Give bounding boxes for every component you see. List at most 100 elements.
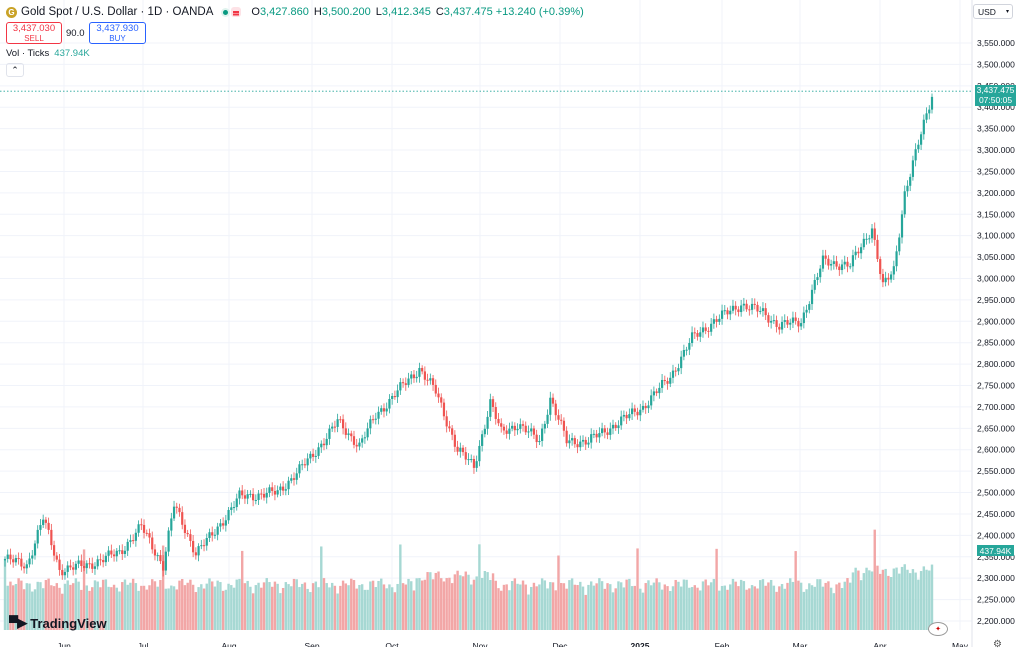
volume-bar: [221, 590, 225, 630]
price-tick-label: 2,300.000: [977, 573, 1015, 583]
candle-body: [322, 443, 326, 446]
candle-body: [192, 540, 195, 553]
candle-body: [688, 343, 691, 350]
volume-bar: [309, 592, 312, 630]
volume-bar: [63, 583, 67, 630]
candle-body: [306, 458, 309, 466]
volume-bar: [889, 577, 893, 630]
volume-bar: [71, 583, 75, 630]
candle-body: [399, 382, 402, 391]
candle-body: [88, 563, 91, 565]
candle-body: [164, 551, 167, 571]
candle-body: [17, 558, 20, 560]
volume-bar: [273, 581, 277, 630]
candle-body: [805, 309, 808, 313]
status-indicators[interactable]: [221, 7, 242, 17]
candle-body: [371, 419, 375, 421]
candle-body: [663, 379, 666, 382]
candle-body: [388, 398, 391, 409]
volume-bar: [238, 578, 241, 630]
candle-body: [813, 279, 816, 290]
time-tick-label: Oct: [385, 641, 399, 647]
volume-bar: [480, 577, 484, 630]
candle-body: [391, 396, 394, 399]
candle-body: [156, 555, 159, 557]
price-tick-label: 3,000.000: [977, 273, 1015, 283]
candle-body: [80, 560, 83, 567]
volume-bar: [810, 585, 814, 630]
volume-bars: [3, 529, 934, 630]
volume-bar: [121, 582, 124, 630]
candle-body: [246, 494, 249, 499]
volume-bar: [633, 585, 637, 630]
volume-bar: [851, 572, 855, 630]
volume-bar: [352, 580, 356, 630]
last-price-tag: 3,437.475 07:50:05: [975, 85, 1016, 106]
volume-bar: [66, 580, 69, 630]
sell-button[interactable]: 3,437.030 SELL: [6, 22, 62, 44]
candle-body: [772, 320, 775, 322]
volume-bar: [565, 588, 568, 630]
volume-bar: [224, 589, 228, 630]
candle-body: [140, 524, 143, 526]
buy-button[interactable]: 3,437.930 BUY: [89, 22, 146, 44]
volume-bar: [786, 582, 789, 630]
candle-body: [481, 434, 484, 446]
volume-bar: [281, 587, 285, 630]
candle-body: [99, 559, 102, 561]
gear-icon[interactable]: ⚙: [993, 639, 1002, 650]
volume-bar: [639, 588, 642, 630]
volume-bar: [478, 544, 481, 630]
volume-bar: [251, 593, 255, 630]
volume-bar: [712, 578, 716, 630]
volume-bar: [780, 584, 784, 630]
tradingview-logo[interactable]: ▀▶ TradingView: [9, 615, 107, 631]
collapse-legend-button[interactable]: ⌃: [6, 63, 24, 77]
volume-bar: [546, 588, 549, 630]
candle-body: [581, 439, 585, 442]
volume-bar: [145, 589, 148, 630]
candle-body: [511, 425, 514, 429]
volume-bar: [380, 578, 383, 630]
volume-bar: [475, 576, 478, 630]
volume-bar: [230, 585, 233, 630]
candle-body: [928, 109, 931, 114]
volume-bar: [464, 571, 467, 630]
volume-bar: [69, 584, 72, 630]
volume-bar: [486, 572, 489, 630]
volume-bar: [887, 575, 890, 630]
price-tick-label: 2,900.000: [977, 316, 1015, 326]
volume-bar: [707, 585, 710, 630]
volume-legend[interactable]: Vol · Ticks 437.94K: [6, 48, 90, 59]
volume-bar: [306, 588, 309, 630]
volume-bar: [20, 580, 23, 630]
candle-body: [222, 523, 225, 526]
volume-bar: [849, 582, 852, 630]
candle-body: [808, 304, 811, 310]
volume-bar: [317, 587, 320, 630]
candle-body: [541, 428, 544, 441]
volume-bar: [870, 571, 874, 630]
candle-body: [508, 428, 511, 434]
candle-body: [731, 305, 735, 311]
candle-body: [434, 384, 437, 394]
symbol-title[interactable]: Gold Spot / U.S. Dollar · 1D · OANDA: [21, 6, 214, 18]
volume-bar: [892, 568, 896, 630]
candle-body: [339, 419, 342, 421]
last-price-value: 3,437.475: [976, 85, 1015, 95]
volume-bar: [549, 582, 552, 630]
candle-body: [415, 376, 418, 379]
candle-body: [366, 428, 369, 438]
volume-bar: [363, 589, 367, 630]
volume-bar: [440, 578, 443, 630]
volume-bar: [628, 578, 631, 630]
volume-bar: [39, 582, 42, 630]
currency-selector[interactable]: USD ▾: [973, 4, 1013, 19]
candle-body: [178, 507, 181, 513]
candle-body: [857, 251, 860, 254]
candle-body: [603, 428, 606, 433]
bar-countdown: 07:50:05: [978, 94, 1013, 105]
us-flag-icon[interactable]: ✦: [928, 622, 948, 636]
time-axis: Jun Jul Aug Sep Oct Nov Dec 2025 Feb Mar Apr May: [57, 641, 969, 647]
